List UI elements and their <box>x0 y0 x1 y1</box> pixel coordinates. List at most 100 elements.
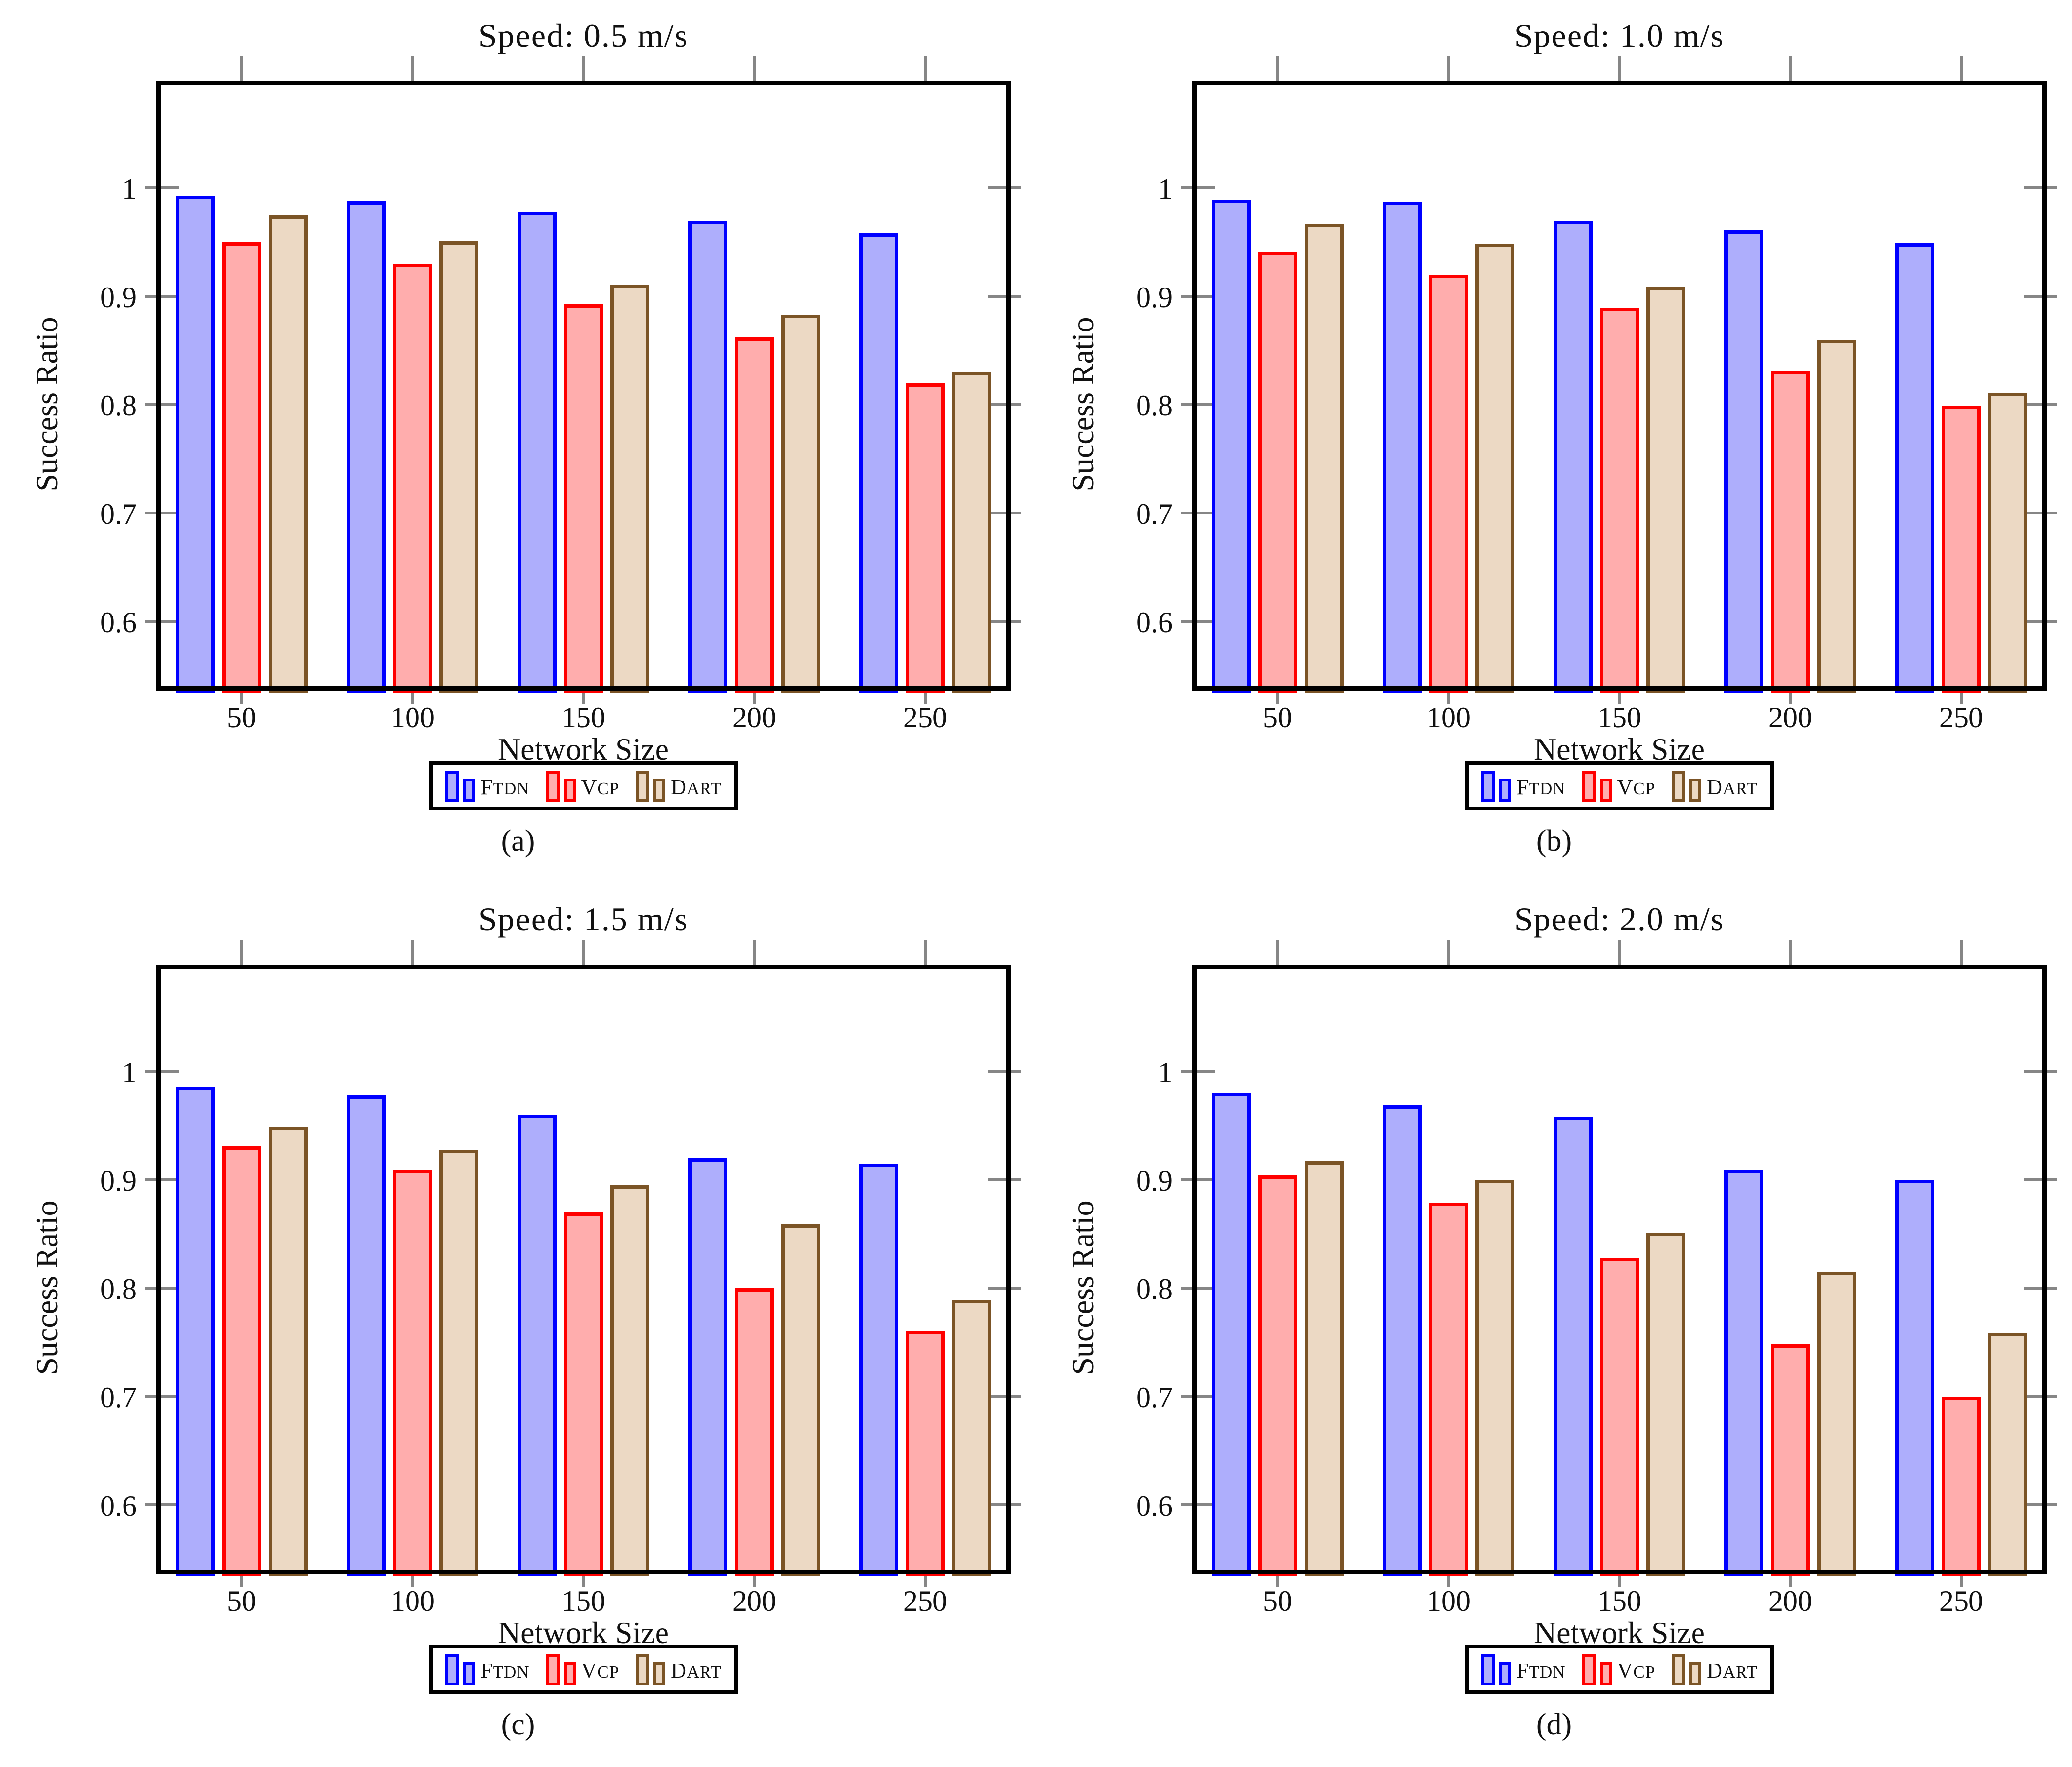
y-tick <box>1181 512 1215 514</box>
x-tick <box>1618 686 1621 704</box>
legend-label-dart: DART <box>1707 1660 1758 1685</box>
y-tick <box>1181 295 1215 298</box>
legend-swatch-bar <box>546 771 560 802</box>
x-tick <box>1618 1570 1621 1587</box>
y-tick-label: 1 <box>122 1056 137 1089</box>
legend-item-ftdn: FTDN <box>445 1653 529 1685</box>
x-tick-label: 150 <box>561 1585 605 1617</box>
x-tick-label: 200 <box>1768 1585 1812 1617</box>
bar-dart-50 <box>269 1127 308 1576</box>
legend-label-rest: TDN <box>493 779 530 798</box>
legend-label-rest: TDN <box>493 1663 530 1682</box>
legend-item-dart: DART <box>1672 770 1758 802</box>
bar-vcp-100 <box>393 1170 432 1576</box>
chart-title: Speed: 0.5 m/s <box>478 17 689 54</box>
legend-item-ftdn: FTDN <box>1481 1653 1565 1685</box>
x-tick <box>924 686 927 704</box>
x-tick <box>240 1570 243 1587</box>
y-tick-label: 0.8 <box>1136 390 1173 422</box>
subfigure-caption: (c) <box>501 1708 535 1741</box>
legend-label-lead: D <box>671 775 687 799</box>
x-tick <box>1276 1570 1279 1587</box>
legend-item-vcp: VCP <box>1582 1653 1656 1685</box>
y-tick-label: 0.9 <box>1136 1165 1173 1197</box>
bar-dart-100 <box>1475 244 1514 693</box>
legend-label-vcp: VCP <box>581 1660 620 1685</box>
x-tick <box>582 686 585 704</box>
y-tick <box>2024 1070 2057 1073</box>
legend-swatch-vcp <box>1582 770 1612 802</box>
y-tick <box>1181 1503 1215 1506</box>
bar-vcp-200 <box>735 337 774 693</box>
y-tick <box>988 1070 1021 1073</box>
legend-box: FTDN VCP DART <box>1465 761 1774 810</box>
y-tick <box>988 1503 1021 1506</box>
bar-dart-200 <box>1817 1272 1856 1576</box>
legend-label-lead: V <box>581 775 598 799</box>
x-tick-label: 50 <box>227 701 256 734</box>
legend-label-lead: D <box>671 1659 687 1683</box>
bar-ftdn-50 <box>176 195 215 693</box>
y-tick <box>145 1070 179 1073</box>
legend-label-lead: D <box>1707 775 1723 799</box>
legend-swatch-ftdn <box>445 1653 475 1685</box>
plot-area: 1 0.9 0.8 0.7 0.6 50 100 150 200 250 <box>0 0 1036 884</box>
x-tick <box>411 1570 414 1587</box>
x-tick-label: 250 <box>1939 701 1983 734</box>
legend-swatch-bar <box>653 779 665 802</box>
legend-label-rest: ART <box>686 1663 722 1682</box>
y-tick <box>2024 512 2057 514</box>
legend-item-dart: DART <box>636 1653 722 1685</box>
y-tick <box>2024 1178 2057 1181</box>
bar-dart-150 <box>610 1185 649 1576</box>
plot-frame <box>1192 81 2047 691</box>
y-tick-label: 0.7 <box>100 498 137 530</box>
y-tick <box>988 186 1021 189</box>
x-tick <box>753 1570 756 1587</box>
y-tick <box>2024 1395 2057 1398</box>
legend-swatch-bar <box>1499 779 1511 802</box>
bar-dart-150 <box>1646 1233 1685 1576</box>
x-tick-label: 50 <box>227 1585 256 1617</box>
legend-swatch-bar <box>563 1662 576 1685</box>
chart-panel-b: Speed: 1.0 m/s Success Ratio 1 0.9 0.8 0.7 0… <box>1036 0 2072 884</box>
x-tick-label: 200 <box>732 701 776 734</box>
x-tick <box>1789 56 1792 85</box>
bar-dart-250 <box>952 1300 991 1576</box>
bar-vcp-150 <box>564 1212 603 1576</box>
y-tick <box>145 1178 179 1181</box>
bar-ftdn-250 <box>859 233 898 693</box>
legend-label-ftdn: FTDN <box>1516 1660 1565 1685</box>
x-tick <box>1618 940 1621 969</box>
x-tick <box>240 940 243 969</box>
legend-label-rest: CP <box>1633 779 1656 798</box>
legend-label-vcp: VCP <box>1617 1660 1656 1685</box>
legend-item-dart: DART <box>1672 1653 1758 1685</box>
legend: FTDN VCP DART <box>156 1645 1011 1694</box>
plot-area: 1 0.9 0.8 0.7 0.6 50 100 150 200 250 <box>1036 0 2072 884</box>
x-tick <box>1447 686 1450 704</box>
bar-ftdn-200 <box>1724 230 1763 693</box>
x-tick <box>924 56 927 85</box>
bar-dart-200 <box>1817 339 1856 693</box>
x-tick <box>240 56 243 85</box>
plot-area: 1 0.9 0.8 0.7 0.6 50 100 150 200 250 <box>1036 884 2072 1767</box>
legend-swatch-bar <box>1672 1654 1686 1685</box>
y-tick <box>2024 186 2057 189</box>
chart-title: Speed: 1.0 m/s <box>1514 17 1725 54</box>
legend-label-rest: ART <box>1722 779 1758 798</box>
x-tick-label: 250 <box>903 1585 947 1617</box>
y-tick <box>2024 295 2057 298</box>
y-tick-label: 0.6 <box>1136 1490 1173 1522</box>
bar-vcp-50 <box>1258 1175 1297 1576</box>
bar-vcp-150 <box>564 304 603 693</box>
legend-swatch-bar <box>636 1654 650 1685</box>
legend-swatch-bar <box>1672 771 1686 802</box>
y-tick-label: 1 <box>122 173 137 205</box>
legend-label-rest: CP <box>597 779 620 798</box>
bar-ftdn-150 <box>1554 1117 1593 1576</box>
x-tick <box>1789 940 1792 969</box>
x-tick <box>582 940 585 969</box>
bar-ftdn-100 <box>1383 202 1422 693</box>
